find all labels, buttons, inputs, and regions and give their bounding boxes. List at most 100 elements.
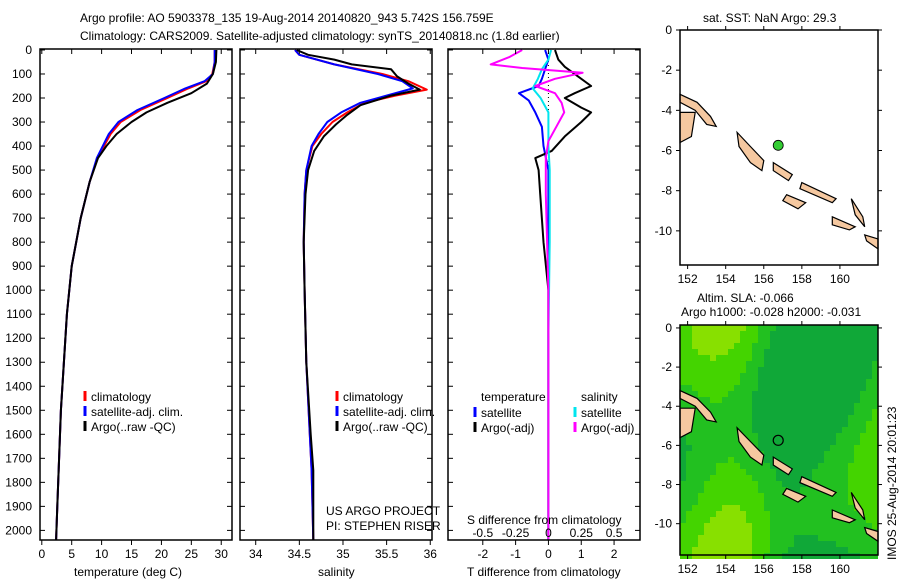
sla-cell [794,433,800,439]
sla-cell [770,397,776,403]
sla-cell [842,391,848,397]
sla-cell [854,463,860,469]
sla-cell [734,493,740,499]
sla-cell [830,439,836,445]
sla-cell [758,505,764,511]
sla-cell [710,541,716,547]
sla-cell [872,433,878,439]
sla-cell [740,505,746,511]
sla-cell [770,403,776,409]
sla-cell [752,529,758,535]
sla-cell [704,547,710,553]
sla-cell [710,379,716,385]
sla-cell [758,427,764,433]
sla-cell [698,421,704,427]
sla-cell [680,331,686,337]
sla-cell [698,541,704,547]
sla-cell [854,517,860,523]
sla-cell [848,475,854,481]
sla-cell [752,523,758,529]
sla-cell [692,337,698,343]
sla-cell [722,409,728,415]
sla-cell [818,457,824,463]
sla-cell [770,331,776,337]
y-tick-label: 900 [12,259,32,273]
sla-cell [764,355,770,361]
sla-cell [710,457,716,463]
sla-cell [764,433,770,439]
sla-cell [764,367,770,373]
sla-cell [716,379,722,385]
plot-frame [239,48,433,541]
sla-cell [698,337,704,343]
sla-cell [836,397,842,403]
sla-cell [710,475,716,481]
sla-cell [800,463,806,469]
sla-cell [794,367,800,373]
sla-cell [794,487,800,493]
sla-cell [686,385,692,391]
sla-cell [692,415,698,421]
sla-cell [860,505,866,511]
sla-cell [704,391,710,397]
sla-cell [812,445,818,451]
sla-cell [872,409,878,415]
sla-cell [848,403,854,409]
sla-cell [812,391,818,397]
sla-cell [860,433,866,439]
land-island [799,181,838,204]
sla-cell [746,541,752,547]
sla-cell [830,331,836,337]
sla-cell [716,523,722,529]
sla-cell [818,349,824,355]
sla-cell [746,403,752,409]
sla-cell [830,373,836,379]
sla-cell [758,403,764,409]
sla-cell [728,493,734,499]
sla-cell [854,391,860,397]
y-tick-label: 1100 [6,307,32,321]
sla-cell [704,481,710,487]
sla-cell [722,337,728,343]
sla-cell [830,517,836,523]
sla-cell [704,355,710,361]
sla-cell [794,421,800,427]
sla-cell [692,457,698,463]
sla-cell [848,529,854,535]
sla-cell [848,325,854,331]
sla-cell [734,343,740,349]
sla-cell [848,421,854,427]
sla-cell [764,379,770,385]
sla-cell [848,439,854,445]
sla-cell [692,481,698,487]
sla-cell [872,349,878,355]
sla-cell [830,397,836,403]
sla-cell [704,541,710,547]
sla-cell [794,373,800,379]
sla-cell [776,325,782,331]
sla-cell [686,367,692,373]
sla-cell [794,355,800,361]
sla-cell [740,463,746,469]
sla-cell [782,343,788,349]
sla-cell [698,511,704,517]
sla-cell [860,397,866,403]
sla-cell [812,457,818,463]
sla-cell [704,379,710,385]
sst-map: 152 154 156 158 160 0 -2 -4 -6 -8 -10 [655,23,882,286]
sla-cell [866,397,872,403]
sla-cell [776,403,782,409]
sla-cell [746,505,752,511]
sla-cell [752,535,758,541]
sla-cell [764,391,770,397]
sla-cell [686,445,692,451]
sla-cell [734,415,740,421]
sla-cell [788,535,794,541]
sla-cell [806,421,812,427]
sla-cell [692,349,698,355]
sla-cell [734,505,740,511]
sla-cell [818,499,824,505]
sla-cell [710,409,716,415]
sla-cell [752,373,758,379]
sla-cell [842,541,848,547]
